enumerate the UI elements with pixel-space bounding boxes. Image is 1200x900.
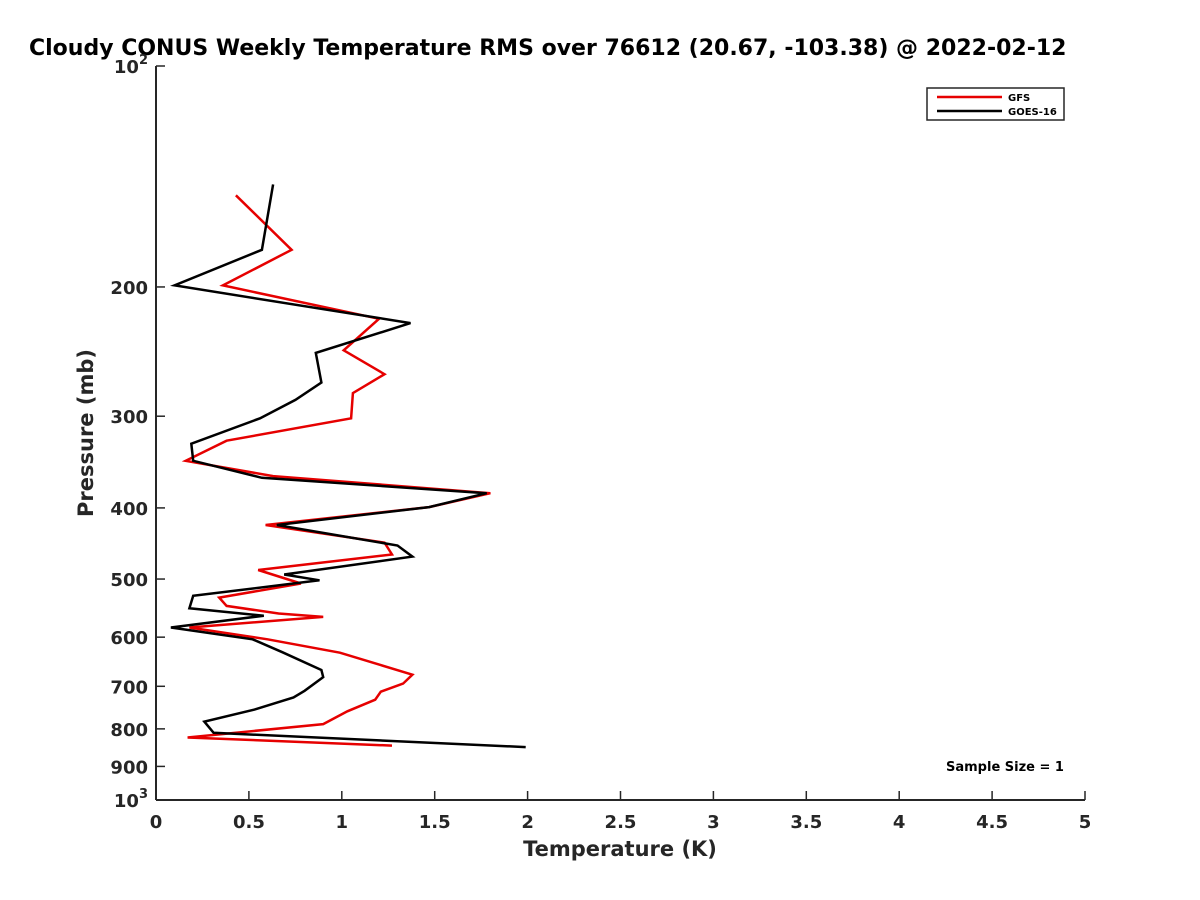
chart-title: Cloudy CONUS Weekly Temperature RMS over… <box>29 36 1066 61</box>
x-tick-label: 3 <box>707 812 720 833</box>
x-tick-label: 5 <box>1079 812 1092 833</box>
x-tick-label: 0.5 <box>233 812 265 833</box>
x-tick-label: 4 <box>893 812 906 833</box>
series-lines <box>169 184 526 749</box>
legend-label-goes16: GOES-16 <box>1008 107 1057 118</box>
x-tick-label: 2 <box>521 812 534 833</box>
y-tick-label: 300 <box>110 407 148 428</box>
sample-size-annotation: Sample Size = 1 <box>946 760 1064 775</box>
series-line-gfs <box>181 194 491 747</box>
y-tick-label: 103 <box>114 787 148 812</box>
y-tick-label-base: 10 <box>114 57 139 78</box>
y-tick-label-exponent: 2 <box>139 53 148 68</box>
legend: GFS GOES-16 <box>926 87 1065 121</box>
y-tick-label: 800 <box>110 720 148 741</box>
legend-label-gfs: GFS <box>1008 93 1030 104</box>
x-tick-label: 3.5 <box>790 812 822 833</box>
x-tick-label: 1 <box>336 812 349 833</box>
x-tick-label: 1.5 <box>419 812 451 833</box>
x-tick-label: 2.5 <box>605 812 637 833</box>
series-line-goes16 <box>169 184 526 749</box>
y-tick-label-exponent: 3 <box>139 787 148 802</box>
y-tick-label: 102 <box>114 53 148 78</box>
x-axis-label: Temperature (K) <box>523 837 717 861</box>
y-tick-label-base: 10 <box>114 791 139 812</box>
x-tick-label: 0 <box>150 812 163 833</box>
legend-box <box>926 87 1065 121</box>
y-tick-label: 500 <box>110 570 148 591</box>
y-tick-label: 200 <box>110 278 148 299</box>
y-tick-label: 700 <box>110 677 148 698</box>
y-tick-label: 900 <box>110 757 148 778</box>
x-axis-ticks: 0 0.5 1 1.5 2 2.5 3 3.5 4 4.5 5 <box>150 791 1092 833</box>
y-axis-label: Pressure (mb) <box>74 349 98 517</box>
x-tick-label: 4.5 <box>976 812 1008 833</box>
y-tick-label: 600 <box>110 628 148 649</box>
y-tick-label: 400 <box>110 499 148 520</box>
